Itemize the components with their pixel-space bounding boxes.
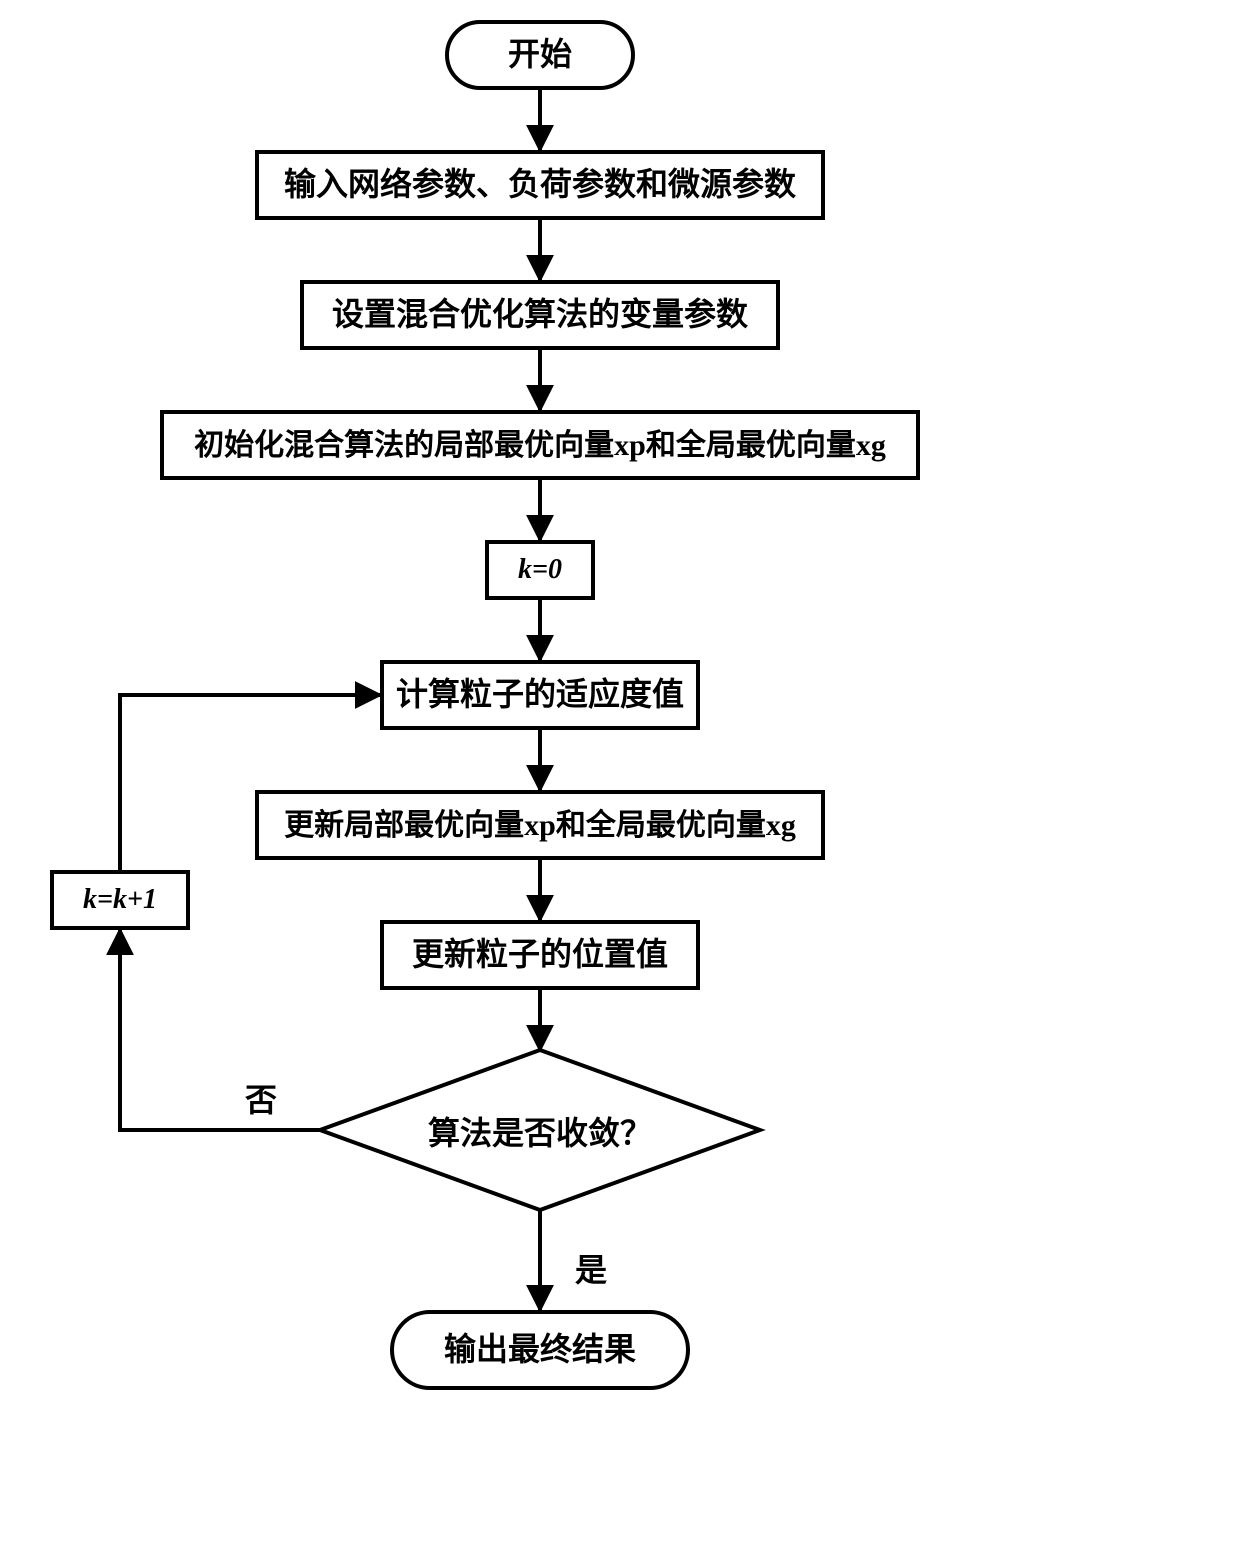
- node-setvars-text: 设置混合优化算法的变量参数: [332, 294, 748, 336]
- node-start-text: 开始: [508, 34, 572, 76]
- node-fitness: 计算粒子的适应度值: [380, 660, 700, 730]
- node-kinc-text: k=k+1: [83, 882, 157, 918]
- node-update1: 更新局部最优向量xp和全局最优向量xg: [255, 790, 825, 860]
- node-init-text: 初始化混合算法的局部最优向量xp和全局最优向量xg: [194, 426, 886, 465]
- node-input-text: 输入网络参数、负荷参数和微源参数: [284, 164, 796, 206]
- node-kinc: k=k+1: [50, 870, 190, 930]
- node-setvars: 设置混合优化算法的变量参数: [300, 280, 780, 350]
- node-update2: 更新粒子的位置值: [380, 920, 700, 990]
- node-start: 开始: [445, 20, 635, 90]
- node-k0-text: k=0: [518, 552, 562, 588]
- node-init: 初始化混合算法的局部最优向量xp和全局最优向量xg: [160, 410, 920, 480]
- node-fitness-text: 计算粒子的适应度值: [396, 674, 684, 716]
- node-update2-text: 更新粒子的位置值: [412, 934, 668, 976]
- node-update1-text: 更新局部最优向量xp和全局最优向量xg: [284, 806, 796, 845]
- node-output: 输出最终结果: [390, 1310, 690, 1390]
- node-output-text: 输出最终结果: [444, 1329, 636, 1371]
- node-input: 输入网络参数、负荷参数和微源参数: [255, 150, 825, 220]
- flowchart-canvas: 开始 输入网络参数、负荷参数和微源参数 设置混合优化算法的变量参数 初始化混合算…: [0, 0, 1240, 1567]
- edge-label-no: 否: [245, 1075, 277, 1121]
- edge-decision-kinc: [120, 930, 320, 1130]
- node-decision-text: 算法是否收敛？: [320, 1108, 760, 1154]
- node-k0: k=0: [485, 540, 595, 600]
- edge-label-yes: 是: [575, 1245, 607, 1291]
